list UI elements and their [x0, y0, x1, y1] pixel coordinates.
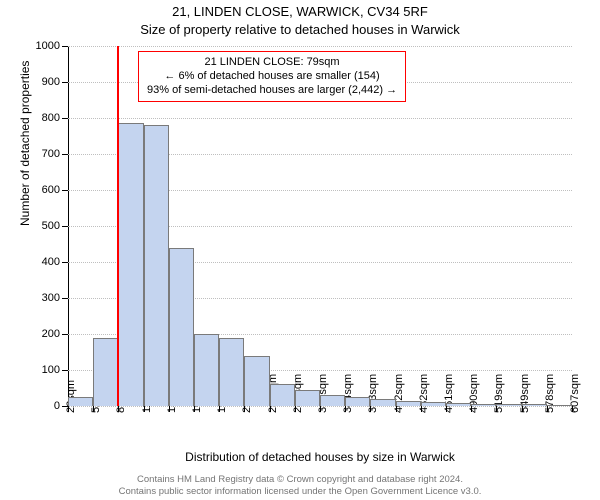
footer-line-1: Contains HM Land Registry data © Crown c…	[0, 474, 600, 486]
gridline	[68, 118, 572, 119]
histogram-bar	[320, 395, 345, 406]
y-tick	[62, 82, 68, 83]
histogram-bar	[68, 397, 93, 406]
y-tick	[62, 46, 68, 47]
histogram-bar	[194, 334, 219, 406]
annotation-line: 93% of semi-detached houses are larger (…	[147, 83, 397, 97]
y-tick-label: 500	[42, 220, 60, 232]
property-marker-line	[117, 46, 119, 406]
y-tick-label: 200	[42, 328, 60, 340]
y-tick	[62, 226, 68, 227]
annotation-box: 21 LINDEN CLOSE: 79sqm← 6% of detached h…	[138, 51, 406, 102]
x-tick-label: 344sqm	[342, 374, 354, 413]
y-tick-label: 600	[42, 184, 60, 196]
x-tick-label: 432sqm	[418, 374, 430, 413]
histogram-bar	[345, 397, 370, 406]
x-axis-label: Distribution of detached houses by size …	[68, 450, 572, 464]
x-tick-label: 461sqm	[443, 374, 455, 413]
histogram-bar	[219, 338, 244, 406]
y-tick-label: 400	[42, 256, 60, 268]
y-tick-label: 300	[42, 292, 60, 304]
figure: 21, LINDEN CLOSE, WARWICK, CV34 5RF Size…	[0, 0, 600, 500]
histogram-bar	[270, 384, 295, 406]
y-tick-label: 800	[42, 112, 60, 124]
histogram-bar	[547, 405, 572, 406]
y-tick	[62, 334, 68, 335]
histogram-bar	[93, 338, 118, 406]
footer-line-2: Contains public sector information licen…	[0, 486, 600, 498]
y-tick	[62, 154, 68, 155]
gridline	[68, 46, 572, 47]
histogram-bar	[244, 356, 269, 406]
histogram-bar	[522, 404, 547, 406]
y-tick-label: 900	[42, 76, 60, 88]
chart-subtitle: Size of property relative to detached ho…	[0, 22, 600, 37]
plot-area: 0100200300400500600700800900100022sqm52s…	[68, 46, 572, 406]
x-tick-label: 402sqm	[393, 374, 405, 413]
y-tick-label: 100	[42, 364, 60, 376]
y-tick-label: 0	[54, 400, 60, 412]
histogram-bar	[118, 123, 143, 406]
histogram-bar	[471, 404, 496, 406]
x-tick-label: 549sqm	[519, 374, 531, 413]
annotation-line: 21 LINDEN CLOSE: 79sqm	[147, 55, 397, 69]
x-tick-label: 373sqm	[367, 374, 379, 413]
x-tick-label: 519sqm	[493, 374, 505, 413]
histogram-bar	[421, 402, 446, 406]
attribution-footer: Contains HM Land Registry data © Crown c…	[0, 474, 600, 498]
y-tick	[62, 262, 68, 263]
y-tick	[62, 190, 68, 191]
chart-title-address: 21, LINDEN CLOSE, WARWICK, CV34 5RF	[0, 4, 600, 19]
y-tick	[62, 118, 68, 119]
x-tick-label: 490sqm	[468, 374, 480, 413]
annotation-line: ← 6% of detached houses are smaller (154…	[147, 69, 397, 83]
histogram-bar	[169, 248, 194, 406]
histogram-bar	[396, 401, 421, 406]
histogram-bar	[370, 399, 395, 406]
histogram-bar	[446, 403, 471, 406]
x-tick-label: 578sqm	[544, 374, 556, 413]
y-tick-label: 1000	[36, 40, 60, 52]
y-tick-label: 700	[42, 148, 60, 160]
y-axis-label: Number of detached properties	[18, 61, 32, 226]
histogram-bar	[144, 125, 169, 406]
histogram-bar	[295, 390, 320, 406]
x-tick-label: 607sqm	[569, 374, 581, 413]
histogram-bar	[496, 404, 521, 406]
y-tick	[62, 370, 68, 371]
y-tick	[62, 298, 68, 299]
